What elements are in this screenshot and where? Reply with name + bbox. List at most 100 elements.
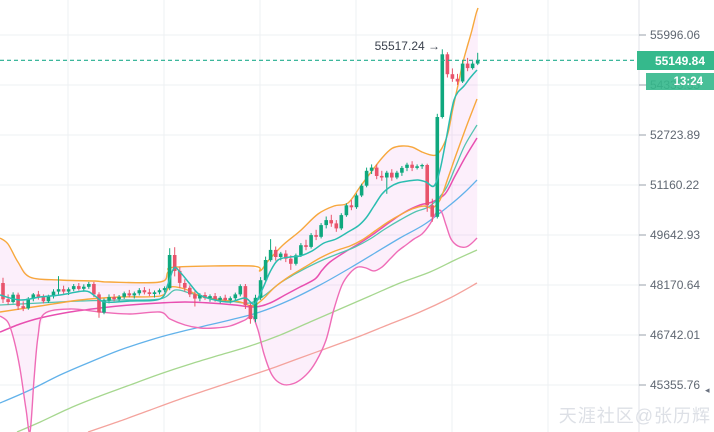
candle-body	[349, 205, 354, 208]
candle-body	[324, 220, 328, 226]
candle-body	[188, 287, 192, 295]
candle-body	[87, 284, 91, 287]
candle-body	[263, 260, 268, 281]
candle-body	[379, 175, 384, 178]
candle-body	[233, 294, 238, 299]
candle-body	[329, 220, 333, 224]
candle-body	[223, 297, 227, 301]
candle-body	[213, 296, 217, 300]
price-axis-label: 51160.22	[650, 178, 700, 192]
candle-body	[21, 306, 25, 309]
candle-body	[460, 63, 465, 82]
candle-body	[420, 165, 424, 167]
candle-countdown-badge: 13:24	[646, 73, 714, 90]
candle-body	[385, 172, 389, 178]
candle-body	[1, 283, 5, 300]
candle-body	[455, 78, 460, 82]
high-price-annotation: 55517.24 →	[374, 39, 440, 53]
candle-body	[132, 293, 137, 296]
candle-body	[359, 185, 364, 196]
candle-body	[450, 74, 455, 79]
candle-body	[364, 170, 369, 186]
candle-body	[97, 294, 101, 313]
candle-body	[344, 205, 349, 216]
candle-body	[238, 286, 243, 295]
candle-body	[319, 225, 323, 237]
candle-body	[445, 54, 450, 75]
candle-body	[51, 291, 56, 297]
candle-body	[147, 292, 152, 294]
candles	[1, 49, 480, 324]
price-axis-label: 48170.64	[650, 278, 701, 292]
candle-body	[314, 235, 318, 237]
candle-body	[430, 205, 434, 217]
candle-body	[122, 293, 126, 297]
candle-body	[177, 270, 182, 283]
candle-body	[294, 255, 298, 264]
candle-body	[465, 63, 470, 69]
candle-body	[258, 280, 263, 298]
candle-body	[243, 286, 248, 306]
candle-body	[127, 293, 132, 296]
candle-body	[309, 235, 313, 247]
candle-body	[31, 294, 36, 299]
watermark-text: 天涯社区@张历辉	[558, 406, 711, 426]
candle-body	[334, 223, 339, 229]
price-axis-label: 46742.01	[650, 328, 701, 342]
ma-teal-fast	[0, 69, 478, 305]
candle-body	[198, 295, 202, 299]
candle-body	[61, 289, 66, 292]
candle-body	[77, 286, 81, 289]
ma-blue	[0, 179, 478, 404]
candle-body	[354, 195, 359, 208]
candle-body	[26, 298, 30, 309]
candle-body	[374, 167, 379, 176]
candle-body	[415, 166, 419, 168]
candle-body	[6, 299, 10, 302]
candle-body	[41, 297, 46, 302]
candle-body	[71, 286, 76, 290]
candle-body	[208, 296, 212, 299]
candle-body	[475, 60, 480, 64]
bollinger-band-fill	[0, 8, 478, 432]
candle-body	[299, 245, 303, 256]
candle-body	[289, 258, 293, 264]
candle-body	[46, 296, 51, 302]
candle-body	[102, 300, 106, 313]
candle-body	[470, 63, 475, 69]
ma-salmon	[87, 282, 478, 432]
candle-body	[369, 167, 374, 171]
price-axis-label: 55996.06	[650, 28, 701, 42]
candle-body	[117, 296, 121, 300]
candle-body	[339, 215, 344, 229]
candle-body	[142, 290, 147, 293]
candle-body	[218, 297, 222, 300]
candle-body	[228, 298, 232, 301]
candle-body	[253, 297, 258, 320]
candle-body	[36, 294, 41, 298]
candle-body	[304, 245, 308, 247]
candle-body	[273, 249, 278, 257]
current-price-badge: 55149.84	[637, 51, 714, 70]
candle-body	[390, 172, 394, 178]
candle-body	[425, 165, 429, 206]
candle-body	[66, 289, 71, 292]
candle-body	[268, 249, 273, 261]
price-axis-label: 49642.93	[650, 228, 701, 242]
candle-body	[405, 164, 409, 168]
price-axis-label: 45355.76	[650, 378, 701, 392]
candle-body	[157, 290, 162, 293]
candle-body	[435, 117, 440, 217]
candle-body	[278, 253, 283, 257]
ma-green	[16, 249, 478, 432]
candle-body	[395, 172, 399, 178]
panel-collapse-arrow-icon[interactable]: ◂	[705, 385, 710, 395]
candle-body	[400, 167, 404, 173]
candle-body	[82, 286, 86, 289]
candle-body	[440, 54, 445, 117]
candle-body	[284, 253, 288, 259]
candle-body	[248, 305, 253, 320]
candle-body	[183, 283, 187, 288]
